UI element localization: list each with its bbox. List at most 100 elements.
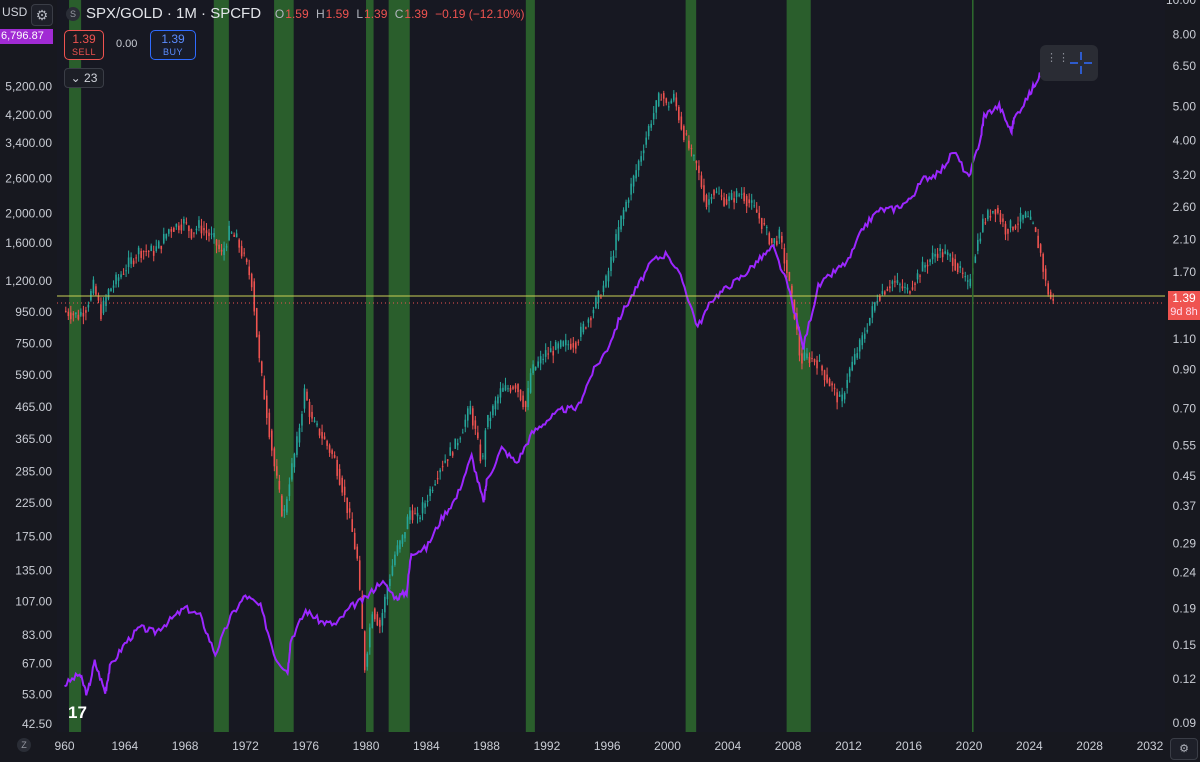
candle-body	[537, 361, 539, 367]
candle-body	[612, 255, 615, 261]
gear-icon[interactable]: ⚙	[31, 4, 53, 26]
candle-body	[1042, 253, 1044, 272]
candle-body	[808, 356, 811, 363]
time-tick-label: 1972	[232, 739, 259, 753]
settings-icon[interactable]: ⚙	[1170, 738, 1198, 760]
candle-body	[107, 289, 110, 299]
candle-body	[77, 314, 80, 320]
candle-body	[713, 190, 715, 196]
candle-body	[331, 450, 333, 455]
candle-body	[831, 383, 833, 386]
candle-body	[102, 300, 105, 314]
time-tick-label: 2020	[956, 739, 983, 753]
candle-body	[306, 391, 308, 401]
candle-body	[311, 411, 313, 419]
candle-body	[700, 175, 703, 188]
candle-body	[1007, 229, 1009, 234]
candle-body	[449, 447, 452, 456]
candle-body	[477, 432, 479, 439]
candle-body	[592, 309, 595, 314]
symbol-title[interactable]: SPX/GOLD · 1M · SPCFD	[86, 5, 262, 22]
candle-body	[987, 210, 989, 220]
close-key: C	[394, 7, 404, 21]
tradingview-logo-icon[interactable]: 17	[68, 703, 87, 722]
buy-label: BUY	[162, 47, 183, 57]
candle-body	[750, 200, 753, 203]
time-axis: 960 1964 1968 1972 1976 1980 1984 1988 1992 1996 2…	[0, 732, 1200, 762]
candle-body	[509, 387, 512, 392]
candle-body	[507, 388, 509, 390]
candle-body	[338, 468, 341, 485]
candle-body	[698, 165, 700, 173]
candle-body	[765, 226, 768, 229]
candle-body	[1037, 235, 1039, 249]
candle-body	[213, 232, 215, 238]
indicators-toggle[interactable]: ⌄ 23	[64, 68, 104, 88]
candle-body	[1017, 223, 1019, 225]
candle-body	[464, 419, 467, 427]
candle-body	[951, 257, 954, 266]
candle-body	[821, 365, 823, 371]
candle-body	[67, 311, 70, 317]
buy-price: 1.39	[161, 32, 185, 46]
candle-body	[811, 357, 813, 359]
candle-body	[919, 275, 921, 277]
candle-body	[798, 333, 801, 356]
time-tick-label: 2032	[1137, 739, 1164, 753]
candle-body	[132, 260, 135, 265]
candle-body	[632, 175, 635, 187]
candle-body	[512, 386, 514, 389]
right-tick-label: 0.55	[1173, 438, 1197, 452]
candle-body	[647, 126, 650, 137]
chart-legend[interactable]: SPX/GOLD · 1M · SPCFD O1.59 H1.59 L1.39 …	[86, 5, 529, 22]
right-price-axis: 10.00 8.00 6.50 5.00 4.00 3.20 2.60 2.10 1.70 1.3…	[1165, 0, 1200, 762]
candle-body	[185, 222, 188, 224]
candle-body	[233, 234, 235, 237]
candle-body	[590, 317, 592, 321]
candle-body	[848, 368, 851, 377]
candle-body	[346, 497, 348, 514]
candle-body	[250, 273, 253, 288]
candle-body	[358, 560, 361, 590]
recession-band	[388, 0, 410, 732]
sell-price: 1.39	[72, 32, 96, 46]
crosshair-toolbar[interactable]: ⋮⋮	[1040, 45, 1098, 81]
crosshair-icon[interactable]	[1068, 50, 1094, 76]
left-tick-label: 590.00	[15, 368, 52, 382]
candle-body	[348, 508, 351, 513]
buy-button[interactable]: 1.39 BUY	[150, 30, 196, 60]
candle-body	[369, 627, 371, 648]
zoom-button[interactable]: Z	[17, 738, 31, 752]
candle-body	[542, 358, 544, 361]
candle-body	[281, 495, 283, 517]
candle-body	[313, 420, 316, 423]
candle-body	[753, 205, 756, 207]
candle-body	[70, 312, 72, 320]
candle-body	[198, 220, 200, 228]
candle-body	[461, 432, 464, 434]
time-tick-label: 2016	[895, 739, 922, 753]
candle-body	[964, 275, 967, 278]
candle-body	[755, 209, 758, 213]
candle-body	[384, 596, 386, 613]
candle-body	[296, 436, 298, 455]
candle-body	[351, 519, 354, 532]
right-tick-label: 1.10	[1173, 332, 1197, 346]
candle-body	[916, 273, 919, 280]
candle-body	[1049, 291, 1052, 299]
candle-body	[969, 278, 972, 287]
candle-body	[539, 356, 542, 364]
candle-body	[871, 306, 874, 318]
sell-button[interactable]: 1.39 SELL	[64, 30, 104, 60]
candle-body	[974, 256, 977, 263]
candle-body	[162, 234, 165, 244]
candle-body	[793, 299, 796, 319]
candle-body	[770, 238, 773, 244]
candle-body	[466, 408, 469, 421]
recession-band	[525, 0, 535, 732]
drag-handle-icon[interactable]: ⋮⋮	[1046, 52, 1070, 64]
candle-body	[1009, 220, 1012, 228]
candle-body	[891, 281, 894, 284]
candle-body	[276, 466, 278, 476]
